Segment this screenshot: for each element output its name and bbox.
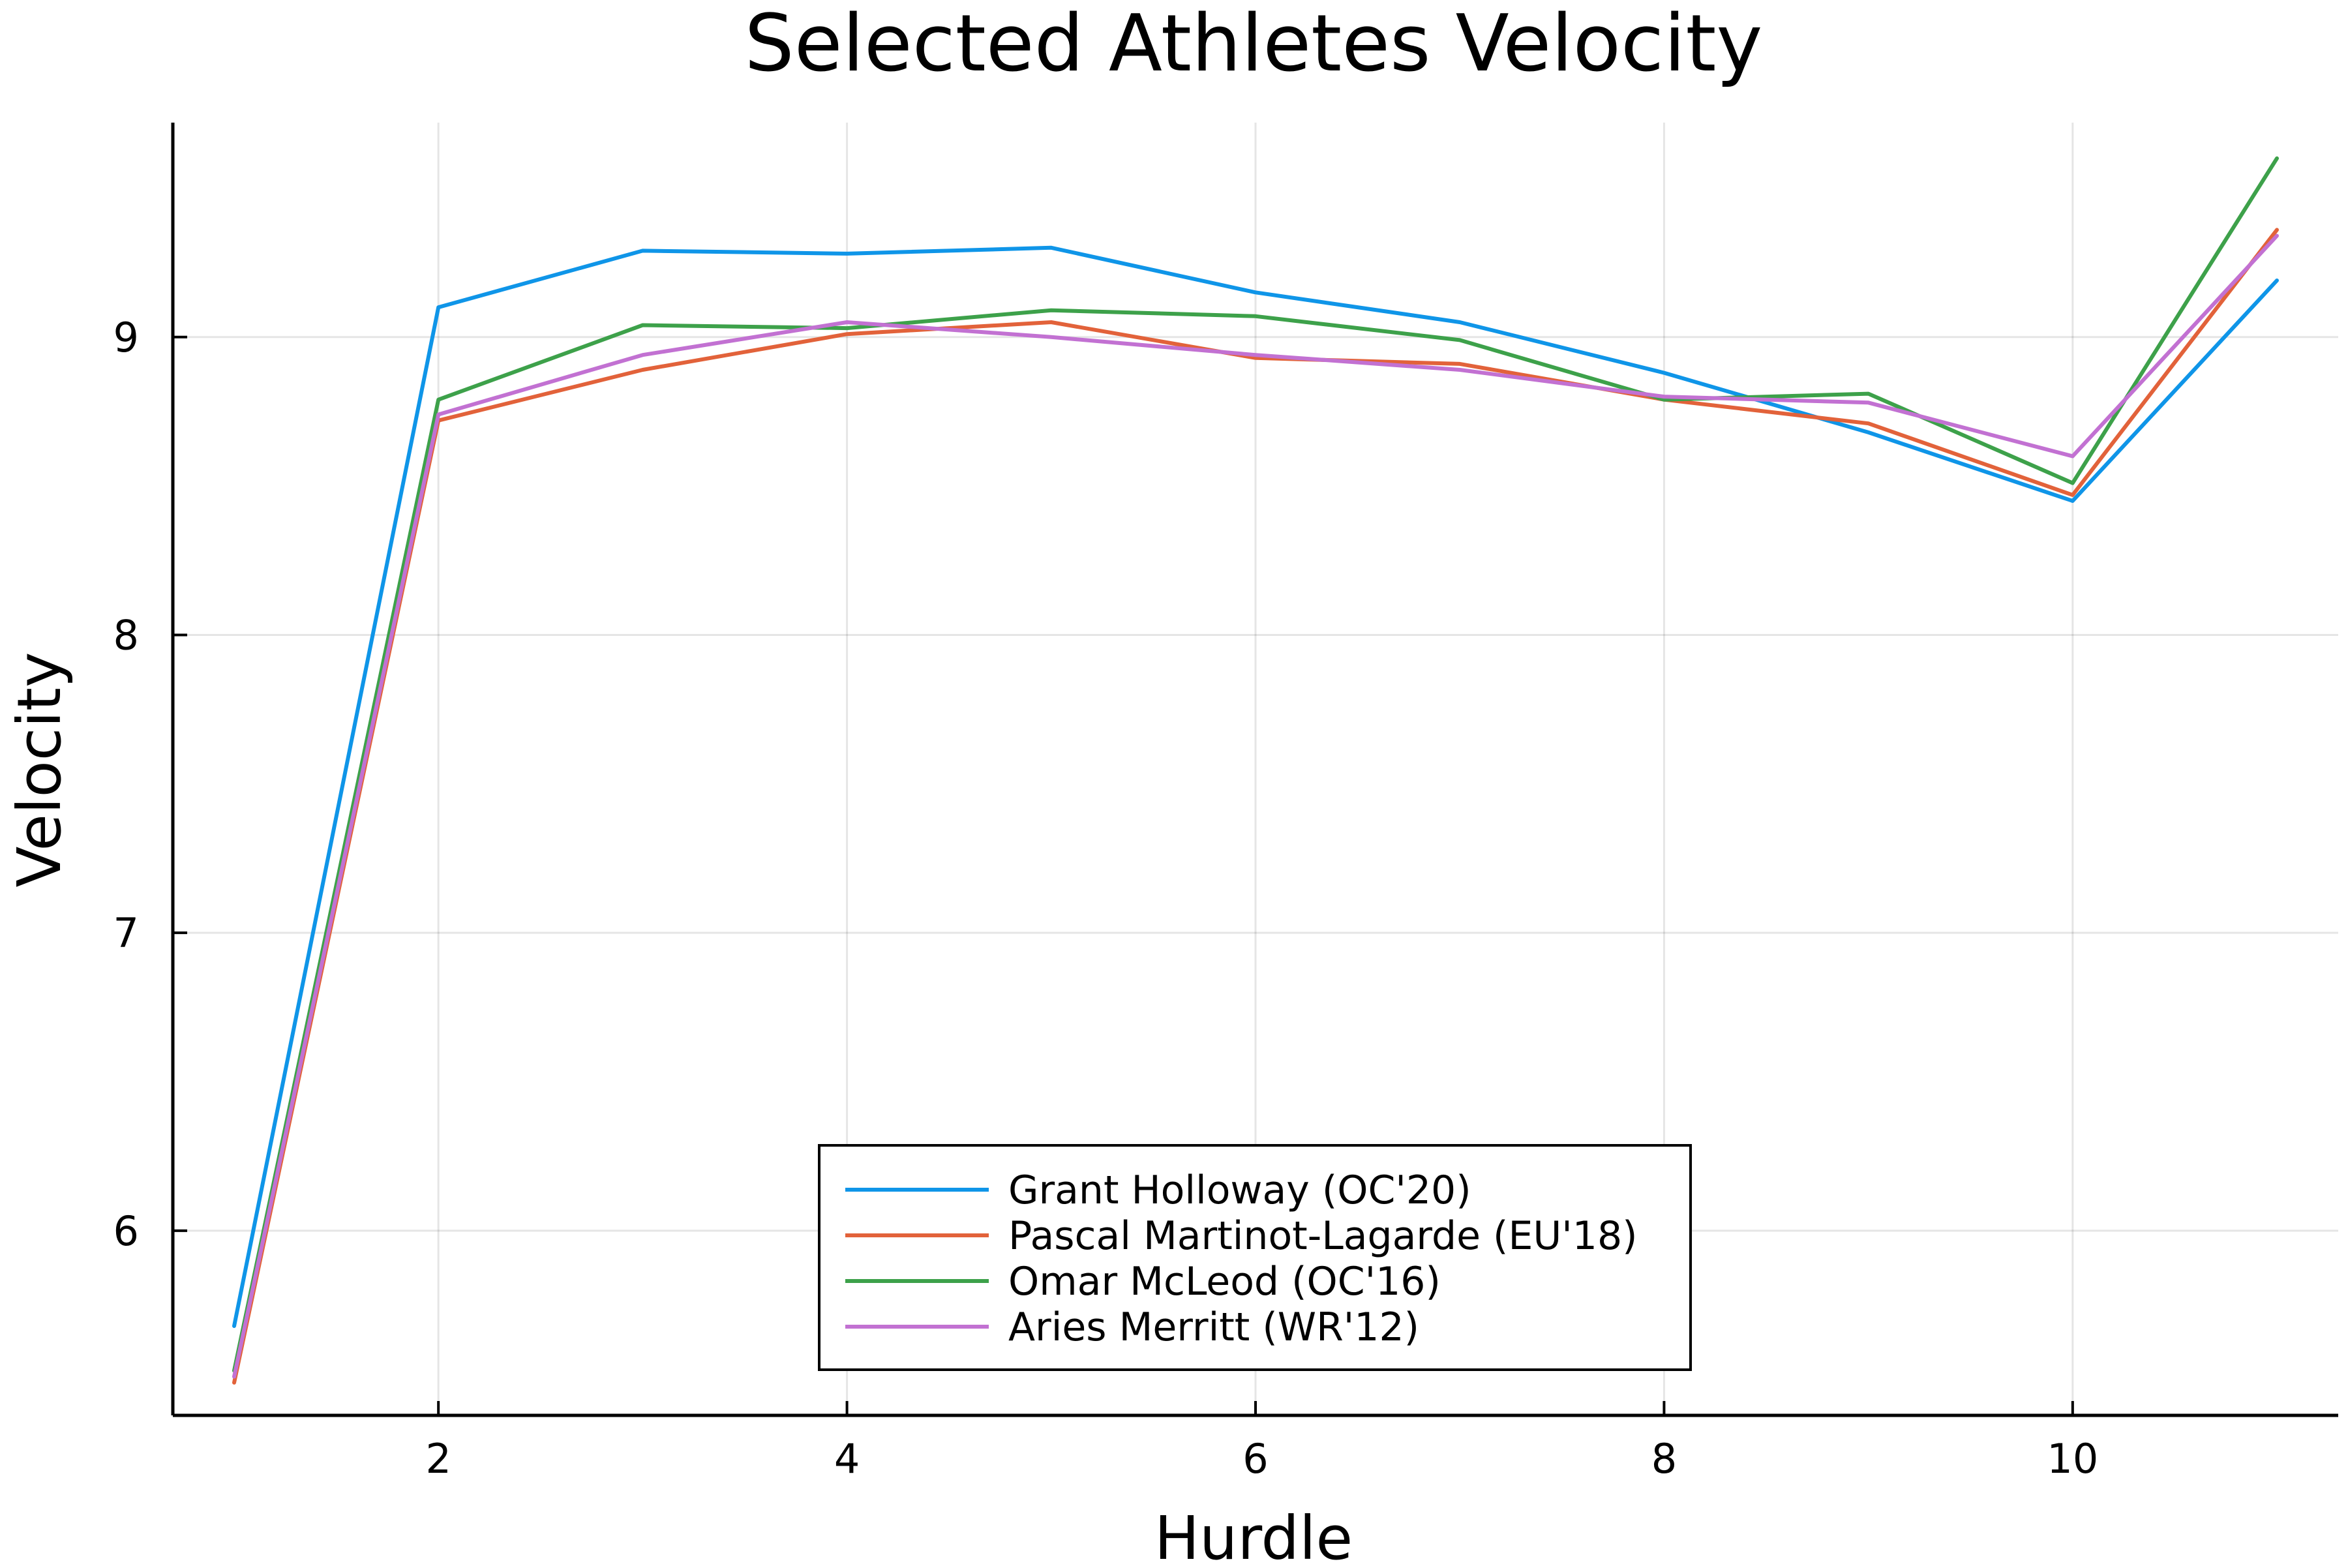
y-axis-title: Velocity <box>5 652 74 888</box>
x-tick-label: 10 <box>2047 1435 2098 1483</box>
legend-box <box>818 1144 1692 1371</box>
legend-label: Omar McLeod (OC'16) <box>1008 1259 1441 1304</box>
ticks: 2 4 6 8 10 6 7 8 9 <box>113 314 2099 1483</box>
y-tick-label: 8 <box>113 611 139 659</box>
series <box>232 156 2279 1385</box>
series-line-1 <box>232 245 2279 1328</box>
x-axis-title: Hurdle <box>1154 1503 1353 1565</box>
x-tick-label: 2 <box>425 1435 451 1483</box>
y-tick-label: 6 <box>113 1207 139 1255</box>
legend: Grant Holloway (OC'20)Pascal Martinot-La… <box>818 1144 1692 1371</box>
x-tick-label: 6 <box>1242 1435 1268 1483</box>
legend-label: Grant Holloway (OC'20) <box>1008 1168 1471 1213</box>
legend-label: Aries Merritt (WR'12) <box>1008 1304 1419 1350</box>
y-tick-label: 9 <box>113 314 139 361</box>
x-tick-label: 8 <box>1651 1435 1677 1483</box>
series-line-3 <box>232 156 2279 1373</box>
legend-label: Pascal Martinot-Lagarde (EU'18) <box>1008 1213 1638 1259</box>
chart-title: Selected Athletes Velocity <box>745 0 1763 89</box>
x-tick-label: 4 <box>834 1435 860 1483</box>
y-tick-label: 7 <box>113 909 139 957</box>
series-line-2 <box>232 228 2279 1385</box>
series-line-4 <box>232 234 2279 1379</box>
